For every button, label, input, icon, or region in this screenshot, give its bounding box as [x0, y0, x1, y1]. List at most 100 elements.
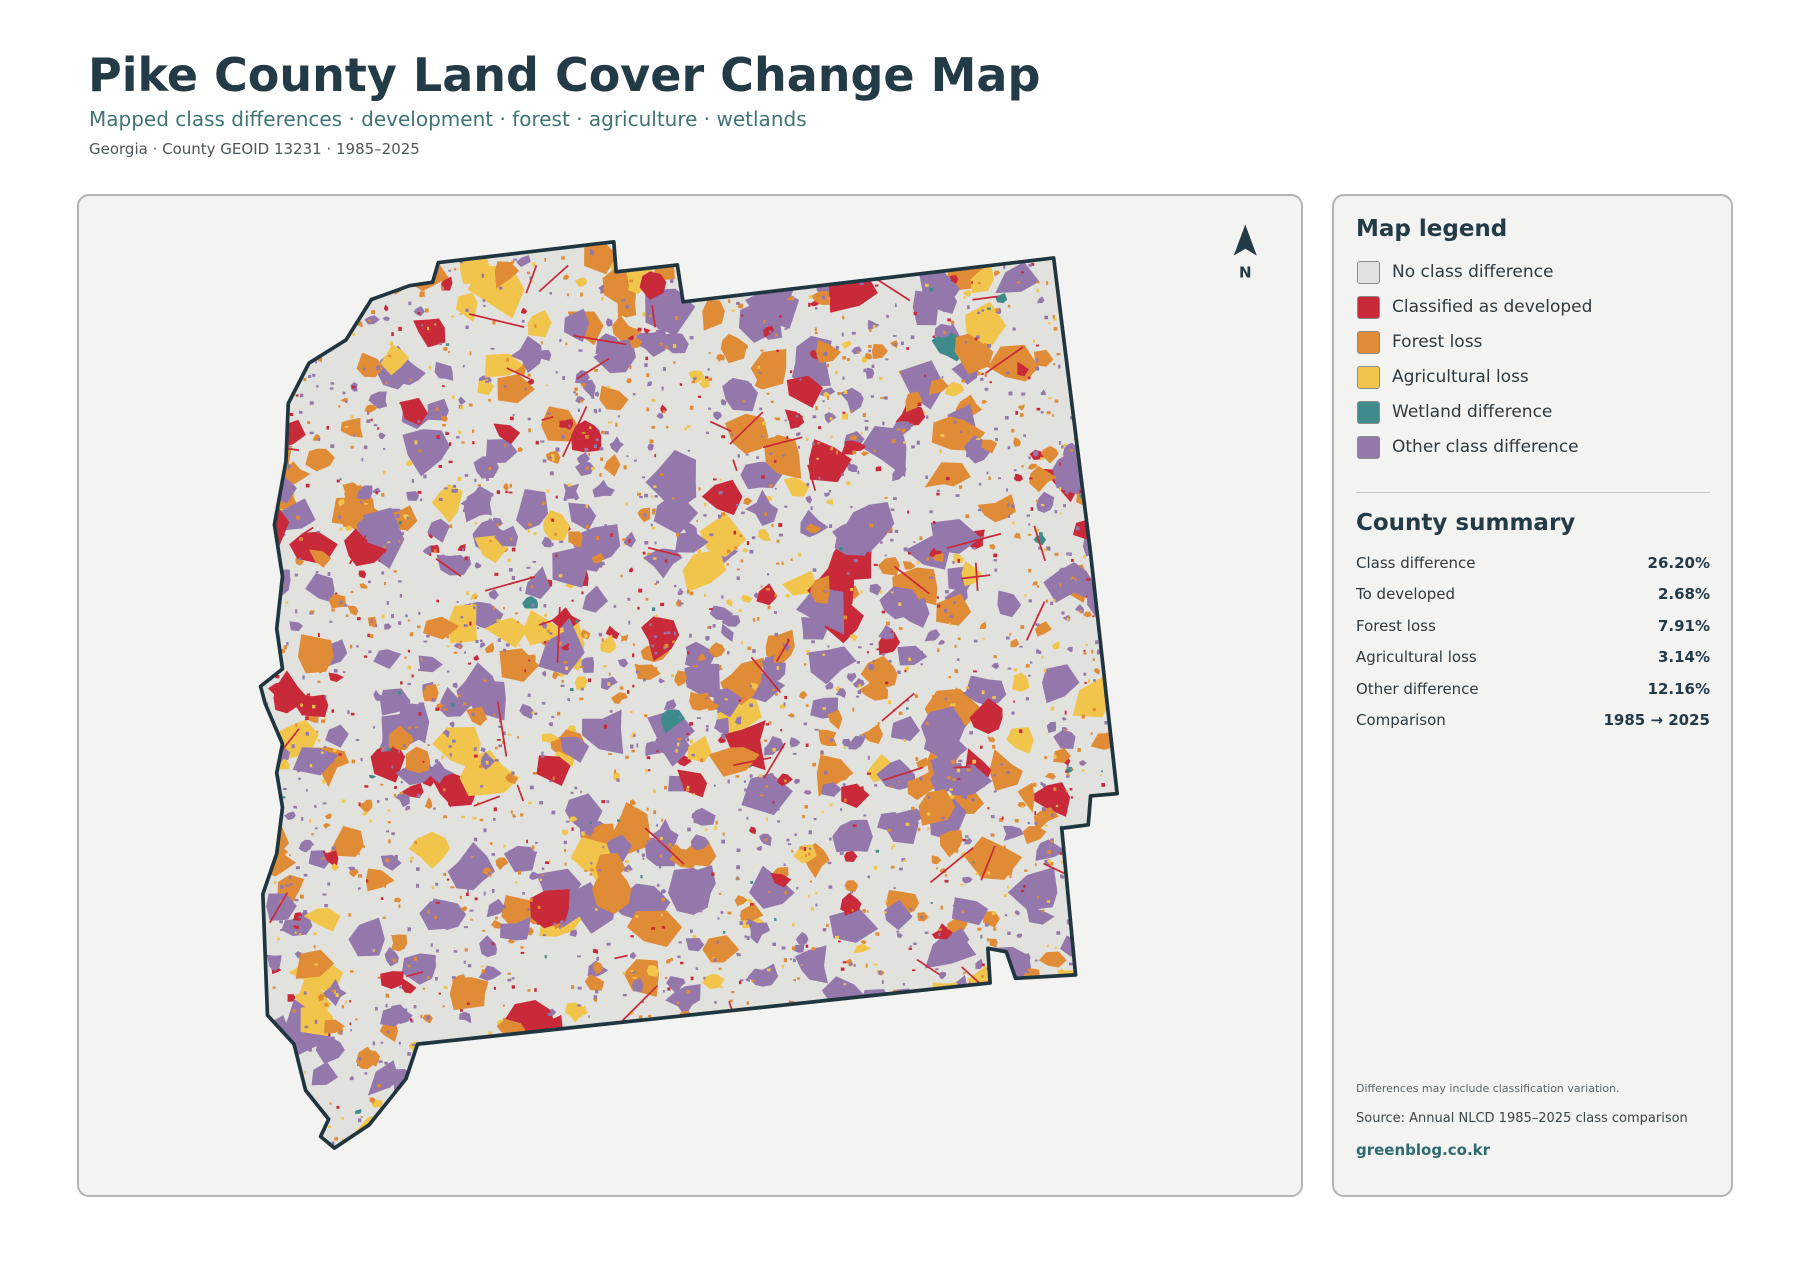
change-patch	[480, 747, 486, 753]
change-patch	[369, 819, 372, 823]
change-patch	[956, 768, 960, 773]
change-patch	[916, 440, 920, 445]
change-patch	[640, 1067, 644, 1070]
change-patch	[513, 258, 517, 261]
legend-swatch	[1357, 295, 1380, 319]
change-patch	[635, 1095, 664, 1126]
change-patch	[384, 856, 389, 859]
change-patch	[526, 566, 531, 569]
change-patch	[977, 494, 1016, 523]
change-patch	[617, 819, 621, 822]
change-patch	[371, 315, 376, 318]
change-patch	[567, 293, 570, 297]
change-patch	[575, 396, 586, 404]
change-patch	[315, 827, 318, 830]
change-patch	[479, 818, 484, 822]
change-patch	[795, 414, 799, 418]
change-patch	[1051, 640, 1060, 650]
change-patch	[1098, 516, 1103, 520]
change-patch	[377, 799, 380, 803]
change-patch	[351, 385, 356, 389]
change-patch	[358, 874, 362, 878]
change-patch	[1065, 468, 1070, 471]
change-patch	[1083, 263, 1091, 272]
change-patch	[537, 905, 541, 909]
change-patch	[588, 678, 591, 683]
change-patch	[639, 1087, 681, 1119]
change-patch	[1028, 523, 1031, 526]
change-patch	[1070, 315, 1073, 319]
change-patch	[495, 857, 509, 871]
change-patch	[794, 833, 797, 837]
change-patch	[516, 1122, 521, 1126]
change-patch	[925, 721, 929, 726]
change-patch	[281, 1038, 284, 1041]
change-patch	[987, 864, 990, 869]
change-patch	[357, 799, 373, 814]
change-patch	[983, 1071, 1004, 1087]
change-patch	[782, 643, 791, 652]
change-patch	[679, 603, 682, 606]
change-patch	[646, 836, 651, 841]
change-patch	[453, 1079, 456, 1083]
change-patch	[260, 565, 267, 571]
change-patch	[628, 539, 631, 544]
change-patch	[738, 1098, 743, 1101]
change-patch	[700, 1131, 705, 1136]
change-patch	[573, 391, 576, 394]
change-patch	[894, 343, 897, 346]
change-patch	[893, 770, 897, 774]
change-patch	[686, 536, 690, 541]
change-patch	[328, 815, 331, 819]
change-patch	[709, 625, 712, 629]
change-patch	[664, 289, 668, 294]
change-patch	[1063, 1068, 1067, 1072]
change-patch	[606, 385, 610, 389]
change-patch	[424, 796, 433, 809]
change-patch	[560, 684, 565, 687]
change-patch	[516, 784, 525, 802]
change-patch	[750, 348, 787, 390]
change-patch	[764, 838, 768, 842]
change-patch	[989, 938, 998, 948]
change-patch	[899, 371, 902, 374]
change-patch	[689, 336, 694, 340]
change-patch	[455, 1003, 460, 1007]
change-patch	[260, 434, 263, 437]
change-patch	[651, 511, 655, 515]
change-patch	[987, 871, 991, 875]
change-patch	[902, 428, 906, 433]
change-patch	[763, 739, 768, 742]
change-patch	[919, 536, 923, 541]
change-patch	[790, 558, 793, 561]
change-patch	[843, 746, 846, 749]
change-patch	[448, 374, 453, 379]
change-patch	[936, 593, 972, 626]
change-patch	[329, 1074, 332, 1079]
change-patch	[666, 976, 686, 995]
change-patch	[1019, 413, 1024, 417]
change-patch	[1007, 885, 1009, 889]
change-patch	[406, 459, 414, 467]
change-patch	[388, 839, 391, 844]
change-patch	[1054, 552, 1059, 556]
change-patch	[260, 1144, 262, 1149]
change-patch	[653, 667, 658, 670]
change-patch	[701, 479, 743, 516]
change-patch	[637, 827, 641, 832]
change-patch	[889, 786, 893, 788]
change-patch	[626, 1090, 629, 1093]
change-patch	[302, 675, 305, 680]
change-patch	[397, 691, 402, 695]
change-patch	[988, 737, 996, 743]
change-patch	[481, 969, 486, 974]
change-patch	[1013, 700, 1016, 703]
change-patch	[969, 731, 974, 735]
change-patch	[757, 1088, 761, 1093]
change-patch	[285, 341, 300, 355]
change-patch	[745, 277, 750, 281]
change-patch	[481, 867, 492, 878]
change-patch	[593, 997, 598, 1003]
change-patch	[589, 426, 592, 430]
change-patch	[857, 690, 862, 694]
